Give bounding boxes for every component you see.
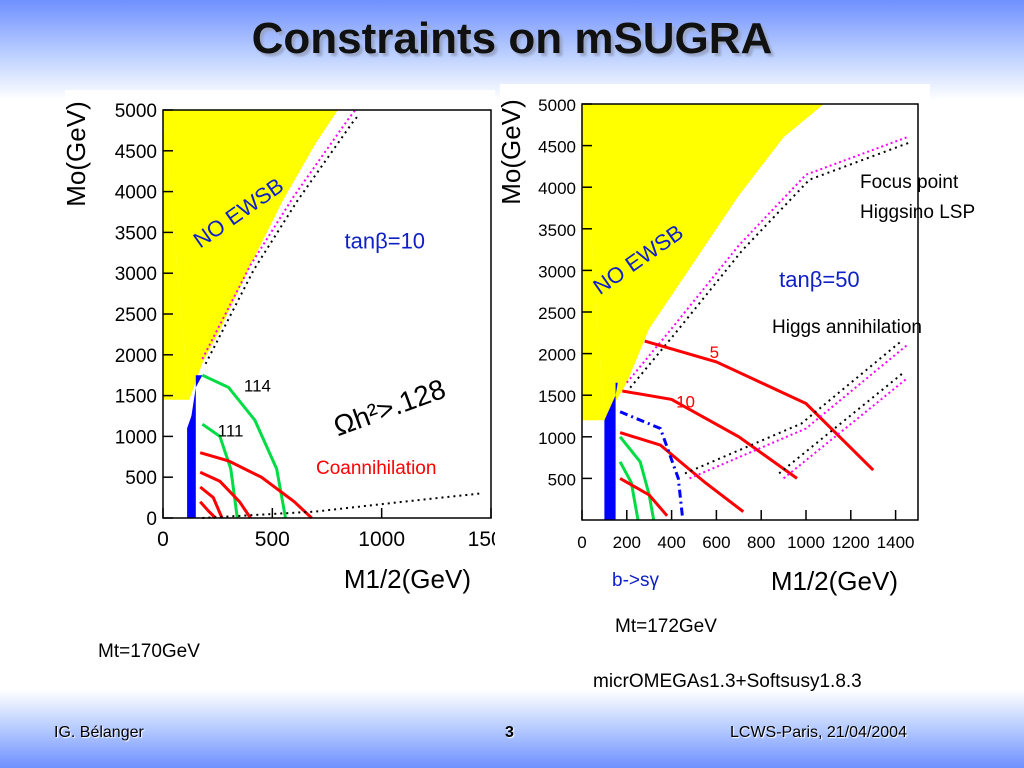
y-tick-label: 3500 xyxy=(538,221,576,240)
green-contour-1 xyxy=(201,422,239,519)
y-axis-label: Mo(GeV) xyxy=(65,101,91,206)
x-tick-label: 1400 xyxy=(877,533,915,552)
x-tick-label: 800 xyxy=(747,533,775,552)
contour-111-label: 111 xyxy=(218,421,244,440)
y-tick-label: 2000 xyxy=(115,346,157,367)
y-tick-label: 2500 xyxy=(538,304,576,323)
x-tick-label: 600 xyxy=(702,533,730,552)
x-tick-label: 1200 xyxy=(832,533,870,552)
mt-right-label: Mt=172GeV xyxy=(615,616,717,637)
y-tick-label: 2500 xyxy=(115,305,157,326)
tanbeta-annotation: tanβ=50 xyxy=(779,267,860,292)
x-axis-label: M1/2(GeV) xyxy=(771,566,898,596)
x-tick-label: 0 xyxy=(157,528,169,551)
y-tick-label: 500 xyxy=(125,468,157,489)
x-tick-label: 1500 xyxy=(468,528,495,551)
x-tick-label: 200 xyxy=(613,533,641,552)
excluded-band xyxy=(187,375,203,518)
red-contour-3 xyxy=(199,500,217,520)
contour-114-label: 114 xyxy=(244,377,271,396)
y-tick-label: 3500 xyxy=(115,223,157,244)
funnel-black-0 xyxy=(684,339,903,475)
slide-title: Constraints on mSUGRA xyxy=(251,14,773,63)
excluded-band xyxy=(604,382,618,520)
chart-tanbeta50: 0 200 400 600 800 1000 1200 1400 500 1000 1500 2000… xyxy=(496,84,930,604)
footer-author: IG. Bélanger xyxy=(54,724,144,741)
x-tick-label: 0 xyxy=(577,533,586,552)
green-contour-1 xyxy=(618,461,640,521)
higgsino-lsp-label: Higgsino LSP xyxy=(860,202,976,223)
x-tick-label: 1000 xyxy=(787,533,825,552)
bsgamma-label: b->sγ xyxy=(612,570,659,591)
contour-10-label: 10 xyxy=(676,393,695,412)
funnel-black-1 xyxy=(778,372,903,475)
contour-5-label: 5 xyxy=(710,343,719,362)
footer-page-number: 3 xyxy=(505,724,514,741)
y-tick-label: 4500 xyxy=(538,138,576,157)
y-tick-label: 1500 xyxy=(115,387,157,408)
x-axis-label: M1/2(GeV) xyxy=(344,564,471,594)
green-contour-0 xyxy=(618,435,656,521)
higgs-annihilation-label: Higgs annihilation xyxy=(772,317,922,338)
red-contour-2 xyxy=(199,485,224,519)
funnel-magenta-0 xyxy=(689,344,908,480)
red-contour-1 xyxy=(199,470,252,519)
y-tick-label: 1000 xyxy=(538,429,576,448)
red-contour-2 xyxy=(619,431,745,513)
x-tick-label: 500 xyxy=(255,528,290,551)
red-contour-1 xyxy=(622,389,798,480)
y-tick-label: 4000 xyxy=(115,183,157,204)
funnel-magenta-1 xyxy=(782,377,908,480)
y-tick-label: 5000 xyxy=(538,96,576,115)
chart-left-svg: 0 500 1000 1500 0 500 1000 1500 2000 2500 3000 3500… xyxy=(61,101,514,594)
relic-boundary-black xyxy=(204,114,360,365)
red-contour-0 xyxy=(644,339,875,472)
y-tick-label: 2000 xyxy=(538,346,576,365)
y-tick-label: 0 xyxy=(146,509,157,530)
software-label: micrOMEGAs1.3+Softsusy1.8.3 xyxy=(593,671,862,692)
x-tick-label: 1000 xyxy=(358,528,405,551)
no-ewsb-region xyxy=(582,104,918,421)
y-tick-label: 500 xyxy=(548,470,576,489)
tanbeta-annotation: tanβ=10 xyxy=(344,229,425,254)
red-contour-0 xyxy=(199,451,313,520)
y-axis-label: Mo(GeV) xyxy=(500,99,526,204)
no-ewsb-region xyxy=(163,110,415,400)
bsgamma-contour xyxy=(619,410,685,521)
footer-event: LCWS-Paris, 21/04/2004 xyxy=(730,724,907,741)
green-contour-0 xyxy=(201,373,287,519)
relic-boundary-magenta xyxy=(626,136,908,384)
y-tick-label: 4500 xyxy=(115,142,157,163)
mt-left-label: Mt=170GeV xyxy=(98,641,200,662)
omega-annotation: Ωh²>.128 xyxy=(329,373,449,442)
red-contour-3 xyxy=(619,477,669,517)
x-tick-label: 400 xyxy=(657,533,685,552)
y-tick-label: 5000 xyxy=(115,101,157,122)
y-tick-label: 1000 xyxy=(115,427,157,448)
y-tick-label: 4000 xyxy=(538,179,576,198)
chart-tanbeta10: 0 500 1000 1500 0 500 1000 1500 2000 2500 3000 3500… xyxy=(61,90,514,610)
y-tick-label: 3000 xyxy=(538,262,576,281)
coannihilation-label: Coannihilation xyxy=(316,458,437,479)
coannihilation-line xyxy=(202,492,481,519)
y-tick-label: 1500 xyxy=(538,387,576,406)
y-tick-label: 3000 xyxy=(115,264,157,285)
relic-boundary-magenta xyxy=(201,109,357,360)
no-ewsb-region-edge xyxy=(582,104,605,421)
chart-right-svg: 0 200 400 600 800 1000 1200 1400 500 1000 1500 2000… xyxy=(496,96,919,596)
focus-point-label: Focus point xyxy=(860,172,959,193)
